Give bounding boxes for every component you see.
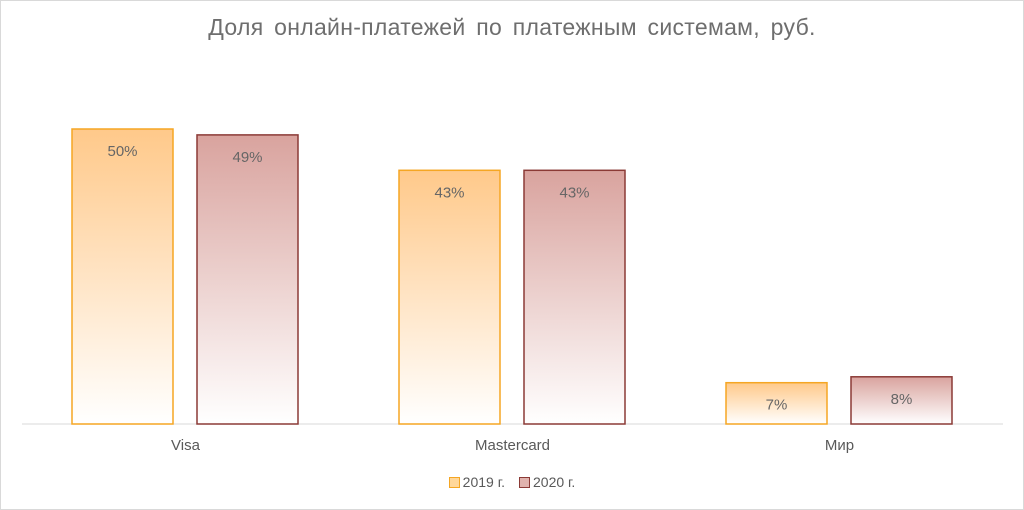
bar-mastercard-0 xyxy=(398,169,501,425)
data-label-visa-1: 49% xyxy=(232,149,262,166)
data-label-visa-0: 50% xyxy=(107,143,137,160)
legend-item-2020: 2020 г. xyxy=(519,474,575,490)
legend-label-2019: 2019 г. xyxy=(462,474,505,490)
category-label-2: Мир xyxy=(825,437,854,454)
bar-мир-0 xyxy=(725,381,828,425)
category-label-1: Mastercard xyxy=(475,437,550,454)
bar-mastercard-1 xyxy=(523,169,626,425)
data-label-мир-1: 8% xyxy=(891,391,913,408)
bar-visa-1 xyxy=(196,134,299,425)
bar-visa-0 xyxy=(71,128,174,425)
legend: 2019 г. 2020 г. xyxy=(0,474,1024,490)
data-label-mastercard-0: 43% xyxy=(434,184,464,201)
legend-swatch-2020 xyxy=(519,476,530,488)
legend-swatch-2019 xyxy=(448,476,460,488)
data-label-mastercard-1: 43% xyxy=(559,184,589,201)
data-label-мир-0: 7% xyxy=(766,397,788,414)
legend-label-2020: 2020 г. xyxy=(533,474,576,490)
bar-мир-1 xyxy=(850,376,953,425)
category-label-0: Visa xyxy=(171,437,201,454)
legend-item-2019: 2019 г. xyxy=(448,474,505,490)
chart-title: Доля онлайн-платежей по платежным систем… xyxy=(208,14,816,40)
